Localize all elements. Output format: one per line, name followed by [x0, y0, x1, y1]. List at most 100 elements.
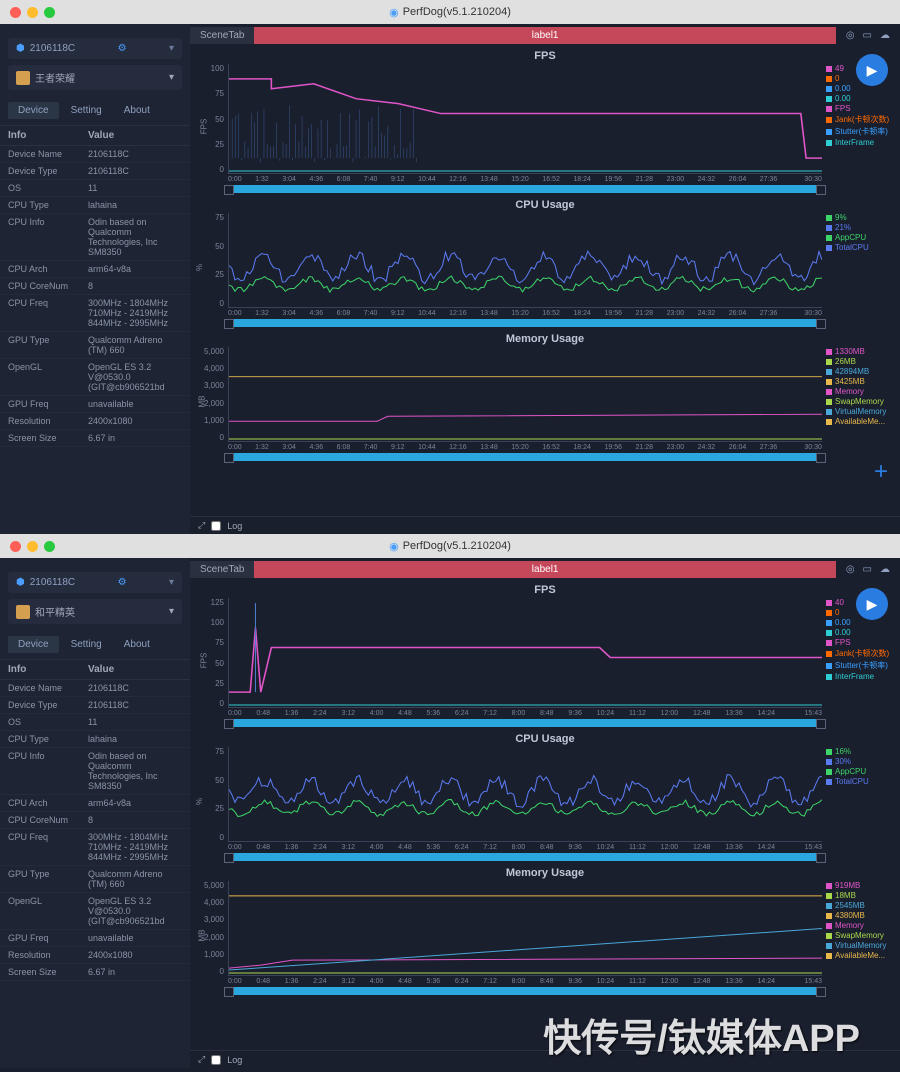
cloud-icon[interactable]: ☁ — [880, 564, 890, 575]
legend-item: SwapMemory — [826, 931, 892, 940]
info-row: CPU Archarm64-v8a — [0, 795, 190, 812]
info-row: Resolution2400x1080 — [0, 413, 190, 430]
info-row: Device Name2106118C — [0, 146, 190, 163]
tab-about[interactable]: About — [114, 636, 160, 653]
legend-item: 3425MB — [826, 377, 892, 386]
tab-device[interactable]: Device — [8, 102, 59, 119]
link-icon: ⚙ — [118, 43, 127, 54]
main-panel: SceneTab label1 ◎ ▭ ☁ ▶ FPS FPS 12510075… — [190, 558, 900, 1068]
app-icon — [16, 605, 30, 619]
add-chart-button[interactable]: + — [874, 458, 888, 486]
legend-item: 0.00 — [826, 94, 892, 103]
legend-item: 40 — [826, 598, 892, 607]
timeline-scrubber[interactable] — [228, 453, 822, 461]
legend-item: 4380MB — [826, 911, 892, 920]
scene-label[interactable]: label1 — [254, 27, 835, 44]
location-icon[interactable]: ◎ — [846, 30, 855, 41]
chart-title: FPS — [198, 584, 892, 596]
sidebar-tabs: DeviceSettingAbout — [0, 96, 190, 126]
watermark-text: 快传号/钛媒体APP — [543, 1007, 860, 1062]
tab-device[interactable]: Device — [8, 636, 59, 653]
legend-item: 0 — [826, 608, 892, 617]
legend-item: Stutter(卡顿率) — [826, 660, 892, 671]
info-row: OpenGLOpenGL ES 3.2 V@0530.0 (GIT@cb9065… — [0, 359, 190, 396]
legend-item: 2545MB — [826, 901, 892, 910]
chart-plot[interactable] — [228, 598, 822, 708]
info-row: GPU Frequnavailable — [0, 396, 190, 413]
chart-plot[interactable] — [228, 64, 822, 174]
legend-item: SwapMemory — [826, 397, 892, 406]
legend-item: 0.00 — [826, 84, 892, 93]
tab-setting[interactable]: Setting — [61, 102, 112, 119]
timeline-scrubber[interactable] — [228, 719, 822, 727]
legend-item: AvailableMe... — [826, 417, 892, 426]
expand-icon[interactable]: ⤢ — [198, 1054, 205, 1065]
maximize-icon[interactable] — [44, 541, 55, 552]
legend-item: Memory — [826, 387, 892, 396]
legend-item: 919MB — [826, 881, 892, 890]
perfdog-window: PerfDog(v5.1.210204) ⬢ 2106118C ⚙ ▾ 王者荣耀… — [0, 0, 900, 534]
legend-item: Stutter(卡顿率) — [826, 126, 892, 137]
timeline-scrubber[interactable] — [228, 319, 822, 327]
device-selector[interactable]: ⬢ 2106118C ⚙ ▾ — [8, 38, 182, 59]
chart-plot[interactable] — [228, 213, 822, 308]
chart-legend: 1330MB26MB42894MB3425MBMemorySwapMemoryV… — [822, 347, 892, 442]
info-row: CPU Freq300MHz - 1804MHz 710MHz - 2419MH… — [0, 829, 190, 866]
legend-item: FPS — [826, 104, 892, 113]
close-icon[interactable] — [10, 7, 21, 18]
chart-plot[interactable] — [228, 747, 822, 842]
y-axis: 7550250 — [198, 747, 228, 842]
android-icon: ⬢ — [16, 577, 25, 588]
minimize-icon[interactable] — [27, 541, 38, 552]
chart-plot[interactable] — [228, 347, 822, 442]
scene-tab[interactable]: SceneTab — [190, 27, 254, 44]
scene-tab[interactable]: SceneTab — [190, 561, 254, 578]
app-selector[interactable]: 王者荣耀 ▾ — [8, 65, 182, 90]
timeline-scrubber[interactable] — [228, 853, 822, 861]
info-row: CPU Archarm64-v8a — [0, 261, 190, 278]
info-row: Screen Size6.67 in — [0, 430, 190, 447]
window-title: PerfDog(v5.1.210204) — [389, 6, 511, 19]
y-axis: 5,0004,0003,0002,0001,0000 — [198, 881, 228, 976]
info-row: CPU Typelahaina — [0, 731, 190, 748]
x-axis: 0:000:481:362:243:124:004:485:366:247:12… — [198, 708, 892, 717]
legend-item: InterFrame — [826, 672, 892, 681]
folder-icon[interactable]: ▭ — [863, 30, 872, 41]
timeline-scrubber[interactable] — [228, 185, 822, 193]
info-header: InfoValue — [0, 126, 190, 146]
maximize-icon[interactable] — [44, 7, 55, 18]
info-row: OS11 — [0, 714, 190, 731]
x-axis: 0:001:323:044:366:087:409:1210:4412:1613… — [198, 442, 892, 451]
info-row: Resolution2400x1080 — [0, 947, 190, 964]
minimize-icon[interactable] — [27, 7, 38, 18]
scene-label[interactable]: label1 — [254, 561, 835, 578]
info-row: GPU Frequnavailable — [0, 930, 190, 947]
device-selector[interactable]: ⬢ 2106118C ⚙ ▾ — [8, 572, 182, 593]
info-row: CPU InfoOdin based on Qualcomm Technolog… — [0, 214, 190, 261]
chart-cpu-usage: CPU Usage % 7550250 9%21%AppCPUTotalCPU … — [198, 199, 892, 327]
chart-plot[interactable] — [228, 881, 822, 976]
legend-item: 16% — [826, 747, 892, 756]
tab-setting[interactable]: Setting — [61, 636, 112, 653]
log-checkbox[interactable] — [211, 1055, 221, 1065]
legend-item: AppCPU — [826, 767, 892, 776]
tab-about[interactable]: About — [114, 102, 160, 119]
link-icon: ⚙ — [118, 577, 127, 588]
close-icon[interactable] — [10, 541, 21, 552]
app-selector[interactable]: 和平精英 ▾ — [8, 599, 182, 624]
timeline-scrubber[interactable] — [228, 987, 822, 995]
info-row: Device Type2106118C — [0, 697, 190, 714]
chart-cpu-usage: CPU Usage % 7550250 16%30%AppCPUTotalCPU… — [198, 733, 892, 861]
log-checkbox[interactable] — [211, 521, 221, 531]
x-axis: 0:000:481:362:243:124:004:485:366:247:12… — [198, 842, 892, 851]
location-icon[interactable]: ◎ — [846, 564, 855, 575]
legend-item: 0.00 — [826, 618, 892, 627]
chart-legend: 4900.000.00FPSJank(卡顿次数)Stutter(卡顿率)Inte… — [822, 64, 892, 174]
info-row: GPU TypeQualcomm Adreno (TM) 660 — [0, 866, 190, 893]
cloud-icon[interactable]: ☁ — [880, 30, 890, 41]
chevron-down-icon: ▾ — [169, 43, 174, 54]
folder-icon[interactable]: ▭ — [863, 564, 872, 575]
legend-item: AvailableMe... — [826, 951, 892, 960]
expand-icon[interactable]: ⤢ — [198, 520, 205, 531]
legend-item: FPS — [826, 638, 892, 647]
